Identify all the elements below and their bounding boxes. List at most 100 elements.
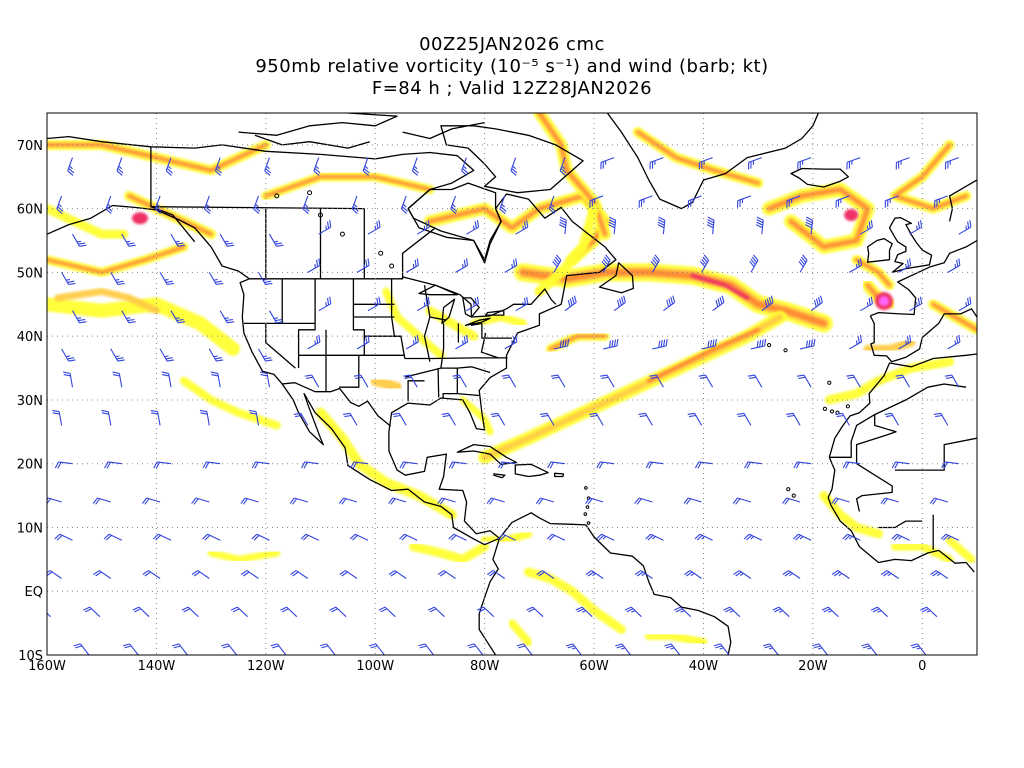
wind-barb (596, 461, 615, 469)
wind-barb (762, 643, 779, 655)
wind-barb (603, 339, 619, 350)
wind-barb (388, 497, 407, 505)
wind-barb (504, 258, 518, 273)
province-border (150, 206, 365, 210)
wind-barb (539, 412, 555, 426)
wind-barb (349, 533, 369, 541)
state-border (457, 392, 480, 397)
wind-barb (105, 195, 113, 215)
wind-barb (307, 334, 321, 350)
wind-barb (608, 216, 617, 235)
wind-barb (486, 497, 505, 505)
wind-barb (73, 643, 90, 655)
province-border (401, 227, 436, 279)
wind-barb (861, 643, 878, 655)
state-border (481, 323, 512, 339)
wind-barb (418, 643, 435, 655)
x-tick-label: 60W (579, 659, 609, 674)
wind-barb (47, 612, 51, 618)
island (584, 486, 588, 490)
wind-barb (110, 272, 125, 286)
wind-barb (694, 461, 713, 469)
island (791, 493, 796, 498)
alaska-canada-border (150, 146, 196, 243)
y-axis-labels: 10S EQ 10N 20N 30N 40N 50N 60N 70N (17, 139, 43, 664)
wind-barb (339, 570, 358, 579)
wind-barb (638, 412, 653, 426)
wind-barb (92, 497, 111, 505)
wind-barb (161, 371, 172, 388)
wind-barb (743, 533, 763, 541)
state-border (440, 323, 445, 369)
wind-barb (550, 374, 566, 388)
wind-barb (452, 374, 467, 388)
wind-barb (343, 412, 358, 426)
wind-barb (546, 533, 566, 541)
wind-barb (318, 296, 332, 312)
wind-barb (663, 295, 676, 312)
arctic-islands-coastline (238, 113, 398, 136)
wind-barb (664, 643, 681, 655)
wind-barb (798, 254, 808, 273)
wind-barb (116, 157, 124, 176)
x-tick-label: 120W (247, 659, 285, 674)
vorticity-band (207, 549, 281, 563)
wind-barb (750, 339, 767, 350)
wind-barb (821, 606, 839, 618)
wind-barb (699, 254, 710, 273)
lake-michigan (441, 298, 456, 325)
arctic-islands-coastline (254, 134, 370, 149)
wind-barb (61, 348, 76, 362)
vorticity-shading (47, 113, 977, 647)
wind-barb (208, 348, 224, 362)
wind-barb (713, 643, 730, 655)
cold-front-core (646, 327, 761, 383)
wind-barb (477, 606, 495, 618)
wind-barb (251, 461, 270, 469)
vorticity-band (264, 175, 432, 198)
wind-barb (367, 296, 381, 312)
state-border (437, 368, 440, 398)
island (767, 343, 772, 348)
vortex-bay-of-biscay-peak (879, 296, 889, 307)
lake (339, 231, 345, 237)
greenland-coastline (528, 113, 819, 210)
north-america-coastline (47, 135, 617, 546)
europe-coastline (870, 239, 977, 317)
wind-barb (403, 374, 418, 388)
wind-barb (786, 195, 801, 208)
wind-barb (941, 461, 959, 469)
vorticity-band (47, 143, 268, 172)
wind-barb (747, 374, 763, 388)
vorticity-band (855, 258, 891, 287)
wind-barb (797, 157, 812, 170)
wind-barb (860, 220, 873, 235)
wind-barb (260, 371, 271, 388)
wind-barb (749, 254, 759, 273)
wind-barb (846, 157, 861, 170)
wind-barb (356, 258, 370, 273)
vorticity-band (127, 194, 213, 236)
vortex-gulf-of-alaska (132, 212, 148, 225)
wind-barb (461, 157, 469, 176)
wind-barb (356, 334, 370, 350)
wind-barb (170, 233, 185, 247)
island (827, 380, 832, 385)
lake-ontario (485, 310, 505, 316)
wind-barb (797, 374, 812, 388)
wind-barb (585, 570, 604, 579)
title-run: 00Z25JAN2026 cmc (419, 34, 605, 55)
state-border (407, 380, 425, 402)
island (829, 409, 835, 414)
wind-barb (786, 412, 801, 426)
wind-barb (552, 254, 562, 273)
wind-barb (121, 233, 136, 247)
wind-barb (944, 157, 959, 170)
jamaica-coastline (493, 473, 506, 479)
wind-barb (812, 643, 828, 655)
plot-frame (46, 112, 978, 656)
wind-barb (930, 570, 949, 579)
arctic-islands-coastline (402, 121, 485, 140)
wind-barb (154, 195, 162, 215)
title-field: 950mb relative vorticity (10⁻⁵ s⁻¹) and … (255, 56, 769, 77)
